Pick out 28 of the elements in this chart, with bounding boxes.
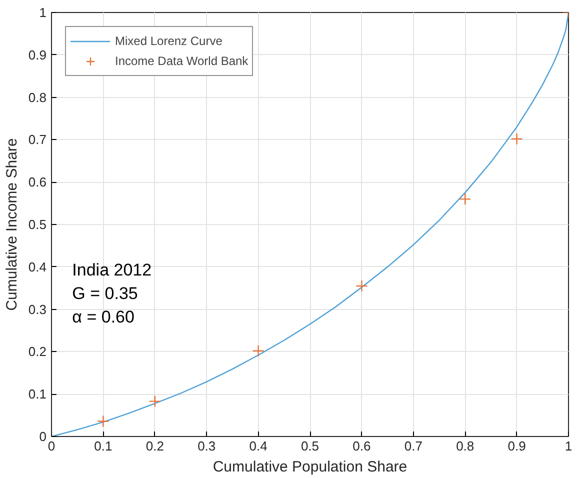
y-axis-title: Cumulative Income Share [3, 138, 20, 311]
y-tick-label: 0.4 [28, 259, 47, 274]
y-tick-label: 1 [39, 5, 47, 20]
x-axis-title: Cumulative Population Share [212, 458, 408, 476]
y-tick-label: 0.8 [28, 90, 47, 105]
x-tick-label: 0.2 [146, 438, 164, 454]
y-tick-label: 0.7 [28, 132, 47, 148]
x-tick-label: 0.3 [198, 438, 216, 454]
annotation: India 2012 [72, 260, 152, 280]
x-tick-label: 0.6 [352, 438, 371, 454]
y-tick-label: 0.9 [28, 47, 47, 62]
annotation: G = 0.35 [72, 284, 138, 303]
x-tick-label: 0.7 [404, 438, 422, 454]
legend-label: Mixed Lorenz Curve [115, 34, 222, 48]
x-tick-label: 1 [564, 438, 572, 454]
y-tick-label: 0.6 [28, 174, 47, 190]
y-tick-label: 0.2 [28, 344, 47, 360]
y-tick-label: 0.1 [28, 386, 47, 402]
y-tick-label: 0 [39, 429, 47, 444]
x-tick-label: 0.5 [300, 438, 320, 454]
x-tick-label: 0.8 [456, 438, 474, 454]
x-tick-label: 0.1 [94, 438, 112, 454]
x-tick-label: 0.4 [249, 438, 268, 454]
legend-label: Income Data World Bank [115, 54, 248, 68]
y-tick-label: 0.3 [28, 302, 47, 317]
x-tick-label: 0.9 [508, 438, 526, 454]
y-tick-label: 0.5 [28, 217, 47, 232]
annotation: α = 0.60 [72, 307, 134, 326]
